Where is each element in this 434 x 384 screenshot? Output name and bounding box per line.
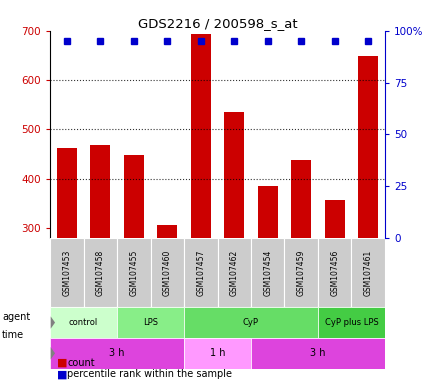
Bar (184, 307, 317, 338)
Text: GSM107457: GSM107457 (196, 250, 205, 296)
Bar (56, 148, 77, 238)
Text: GSM107462: GSM107462 (229, 250, 238, 296)
Text: GSM107456: GSM107456 (329, 250, 339, 296)
Text: ■: ■ (56, 369, 67, 379)
Bar (217, 238, 250, 307)
Bar (184, 238, 217, 307)
Bar (50, 238, 83, 307)
Text: ■: ■ (56, 358, 67, 368)
Bar (184, 338, 250, 369)
Text: count: count (67, 358, 95, 368)
Text: 1 h: 1 h (209, 348, 225, 358)
Bar (157, 225, 177, 238)
Bar (257, 186, 277, 238)
Bar (90, 145, 110, 238)
Text: LPS: LPS (143, 318, 158, 327)
Bar (117, 238, 150, 307)
Bar (317, 238, 351, 307)
Text: percentile rank within the sample: percentile rank within the sample (67, 369, 232, 379)
Bar (317, 307, 384, 338)
Text: GSM107461: GSM107461 (363, 250, 372, 296)
Bar (50, 338, 184, 369)
Polygon shape (51, 347, 55, 359)
Text: GSM107454: GSM107454 (263, 250, 272, 296)
Text: CyP: CyP (243, 318, 258, 327)
Text: agent: agent (2, 312, 30, 322)
Bar (150, 238, 184, 307)
Title: GDS2216 / 200598_s_at: GDS2216 / 200598_s_at (138, 17, 296, 30)
Text: GSM107459: GSM107459 (296, 250, 305, 296)
Bar (50, 307, 117, 338)
Bar (290, 160, 311, 238)
Text: GSM107455: GSM107455 (129, 250, 138, 296)
Bar (351, 238, 384, 307)
Bar (117, 307, 184, 338)
Polygon shape (51, 316, 55, 329)
Bar (324, 200, 344, 238)
Bar (83, 238, 117, 307)
Bar (284, 238, 317, 307)
Bar (190, 34, 210, 238)
Bar (357, 56, 378, 238)
Bar (250, 338, 384, 369)
Text: 3 h: 3 h (309, 348, 325, 358)
Text: time: time (2, 330, 24, 340)
Bar (123, 155, 144, 238)
Text: GSM107458: GSM107458 (95, 250, 105, 296)
Bar (250, 238, 284, 307)
Text: GSM107460: GSM107460 (162, 250, 171, 296)
Text: GSM107453: GSM107453 (62, 250, 71, 296)
Text: CyP plus LPS: CyP plus LPS (324, 318, 378, 327)
Text: control: control (69, 318, 98, 327)
Text: 3 h: 3 h (109, 348, 125, 358)
Bar (224, 112, 244, 238)
